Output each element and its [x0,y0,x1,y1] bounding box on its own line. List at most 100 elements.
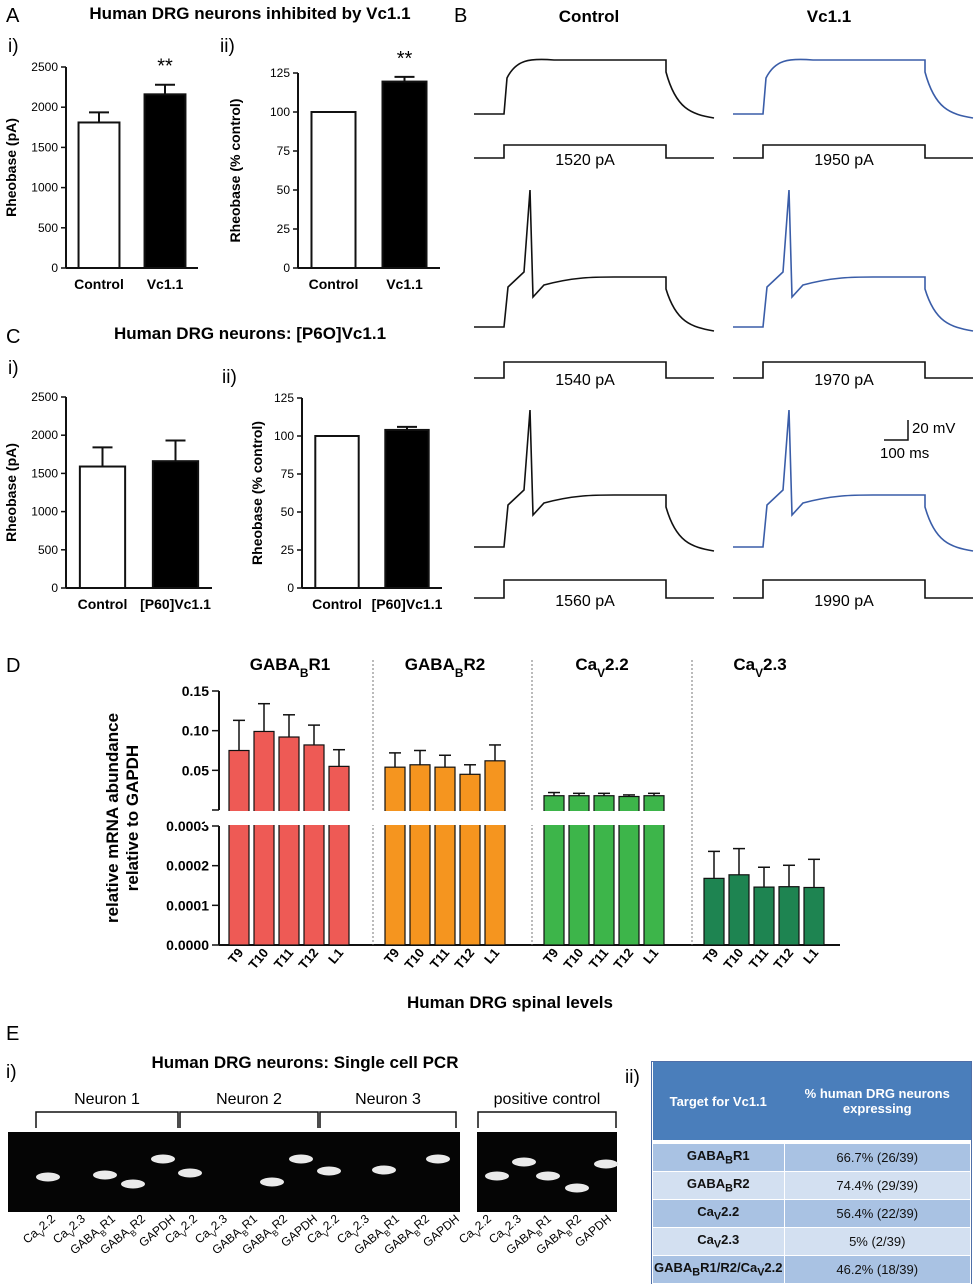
y-tick-label: 1500 [31,140,58,154]
bar [143,93,187,269]
bar [459,773,481,946]
x-tick-label: Vc1.1 [386,276,423,292]
x-tick-label: T10 [720,945,746,972]
bar [409,764,431,946]
x-tick-label: T9 [381,945,402,966]
neuron-label: Neuron 3 [355,1091,421,1108]
x-tick-label: Control [78,596,128,612]
panel-a-ii-label: ii) [220,36,235,57]
stimulus-step [474,144,714,159]
scale-bar-mv: 20 mV [912,420,955,437]
table-row: GABABR2 74.4% (29/39) [652,1171,971,1200]
gel-title: Human DRG neurons: Single cell PCR [152,1053,459,1072]
panel-d-letter: D [6,655,20,677]
gel-band [260,1177,284,1187]
y-tick-label: 25 [281,543,295,557]
table-cell-percent: 5% (2/39) [783,1227,971,1256]
y-tick-label: 500 [38,543,58,557]
panel-c-letter: C [6,326,20,348]
panel-b-col-vc: Vc1.1 [807,7,851,26]
bar [753,886,775,946]
group-title: GABABR2 [405,655,485,680]
table-cell-target: CaV2.2 [652,1199,785,1228]
gel-band [594,1159,618,1169]
stimulus-current-label: 1540 pA [555,372,615,389]
bar [384,428,430,590]
y-tick-label: 1500 [31,466,58,480]
y-tick-label: 500 [38,221,58,235]
x-tick-label: Control [309,276,359,292]
bar [151,460,200,589]
y-tick-label: 2500 [31,60,58,74]
stimulus-step [733,579,973,599]
bar [703,877,725,946]
neuron-label: Neuron 2 [216,1091,282,1108]
bar [78,465,127,589]
y-tick-label: 125 [270,66,290,80]
gel-band [289,1154,313,1164]
chart-a-ii: 0 25 50 75 100 125 Rheobase (% control) Control… [227,48,440,292]
panel-e-letter: E [6,1023,19,1045]
x-axis-label: Human DRG spinal levels [407,993,613,1012]
x-tick-label: L1 [481,945,502,966]
stimulus-current-label: 1520 pA [555,152,615,169]
y-tick-label: 0 [51,581,58,595]
scale-bar: 20 mV 100 ms [880,420,955,462]
stimulus-current-label: 1970 pA [814,372,874,389]
bar [314,435,360,589]
neuron-bracket [319,1111,457,1128]
scale-bar-ms: 100 ms [880,445,929,462]
panel-e-ii-label: ii) [625,1067,640,1088]
bar [253,730,275,946]
y-tick-label: 0.0001 [166,897,209,913]
voltage-trace-control [474,409,715,552]
x-tick-label: [P60]Vc1.1 [372,596,443,612]
table-row: CaV2.3 5% (2/39) [652,1227,971,1256]
stimulus-current-label: 1990 pA [814,593,874,610]
bar [381,80,428,269]
gel-band [121,1179,145,1189]
bar [778,886,800,946]
voltage-trace-control [474,189,715,332]
chart-c-i: 0 500 1000 1500 2000 2500 Rheobase (pA) Control… [3,390,212,612]
bar [728,874,750,946]
y-tick-label: 0 [287,581,294,595]
x-tick-label: Vc1.1 [147,276,184,292]
group-title: CaV2.3 [733,655,786,680]
x-tick-label: T11 [271,945,296,971]
table-row: GABABR1 66.7% (26/39) [652,1141,971,1172]
x-tick-label: T11 [586,945,611,971]
y-tick-label: 0.0002 [166,858,209,874]
x-tick-label: Control [312,596,362,612]
panel-e-i-label: i) [6,1062,17,1083]
y-tick-label: 2500 [31,390,58,404]
table-cell-percent: 56.4% (22/39) [783,1199,971,1228]
lane-label: CaV2.2 [20,1211,61,1249]
panel-c-title: Human DRG neurons: [P6O]Vc1.1 [114,324,386,343]
stimulus-current-label: 1560 pA [555,593,615,610]
y-tick-label: 0.0000 [166,937,209,953]
stimulus-step [733,144,973,159]
x-tick-label: T10 [401,945,427,972]
x-tick-label: T11 [746,945,771,971]
gel-image: Neuron 1 Neuron 2 Neuron 3 positive control… [8,1091,618,1257]
bar [278,736,300,946]
table-row: GABABR1/R2/CaV2.2 46.2% (18/39) [652,1255,971,1284]
x-tick-label: Control [74,276,124,292]
table-body: GABABR1 66.7% (26/39) GABABR2 74.4% (29/39)… [652,1141,971,1284]
positive-control-bracket [477,1111,617,1128]
significance-label: ** [157,56,173,78]
positive-control-label: positive control [494,1091,601,1108]
y-tick-label: 50 [281,505,295,519]
x-tick-label: L1 [640,945,661,966]
chart-c-ii: 0 25 50 75 100 125 Rheobase (% control) Control… [249,391,443,612]
stimulus-step [474,579,714,599]
table-row: CaV2.2 56.4% (22/39) [652,1199,971,1228]
gel-band [36,1172,60,1182]
y-tick-label: 100 [274,429,294,443]
x-tick-label: T11 [427,945,452,971]
x-tick-label: T12 [295,945,321,972]
voltage-traces: 1520 pA 1540 pA 1560 pA 1950 pA 1970 pA 1990 … [474,58,974,610]
gel-band [426,1154,450,1164]
gel-band [565,1183,589,1193]
